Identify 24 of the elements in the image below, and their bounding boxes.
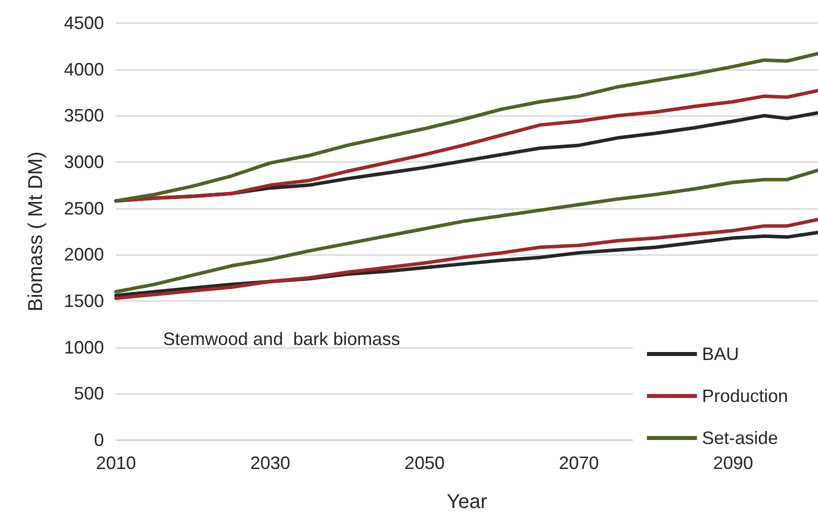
y-tick-label: 3500 — [64, 106, 104, 126]
y-tick-label: 500 — [74, 384, 104, 404]
x-tick-label: 2070 — [558, 453, 599, 473]
legend-label: BAU — [702, 344, 739, 364]
y-tick-label: 4500 — [64, 13, 104, 33]
x-axis-title: Year — [446, 491, 488, 513]
x-tick-label: 2050 — [404, 453, 445, 473]
x-tick-label: 2010 — [96, 453, 136, 473]
annotation: Stemwood and bark biomass — [163, 329, 400, 349]
y-axis-title: Biomass ( Mt DM) — [25, 152, 47, 312]
x-tick-label: 2090 — [713, 453, 754, 473]
legend-label: Set-aside — [702, 428, 778, 448]
line-series — [114, 218, 818, 300]
y-tick-label: 1500 — [64, 291, 104, 311]
y-tick-label: 2500 — [64, 198, 104, 218]
x-tick-label: 2030 — [250, 453, 290, 473]
line-series — [114, 168, 818, 294]
y-tick-label: 2000 — [64, 244, 104, 265]
y-tick-label: 1000 — [64, 337, 104, 358]
y-tick-label: 3000 — [64, 152, 104, 172]
y-tick-label: 0 — [94, 430, 104, 450]
legend-label: Production — [702, 386, 788, 406]
line-series — [114, 52, 818, 203]
y-tick-label: 4000 — [64, 59, 104, 80]
